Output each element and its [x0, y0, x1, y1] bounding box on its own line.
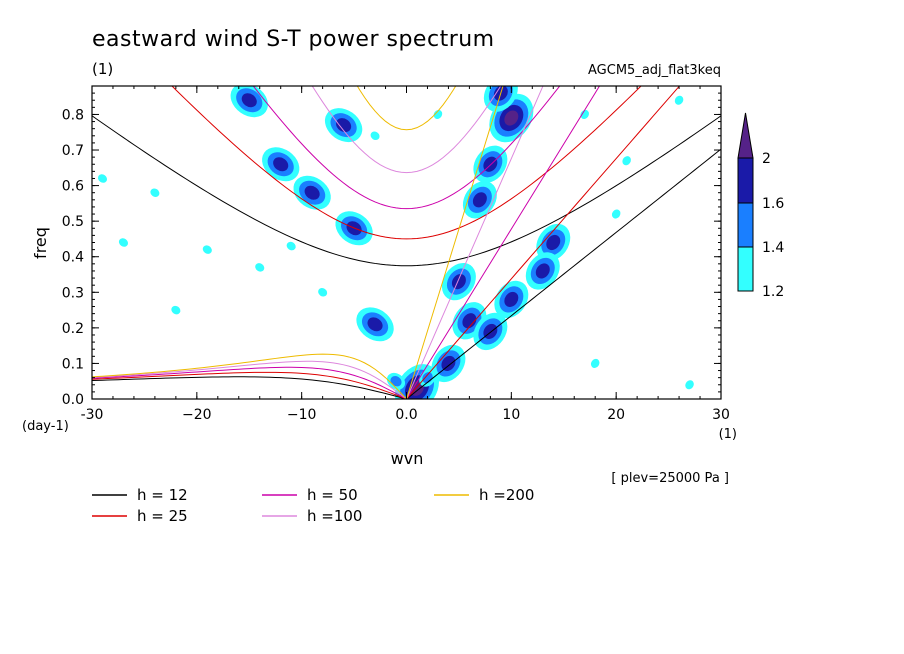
power-blob [273, 157, 289, 172]
colorbar-label: 1.4 [762, 240, 784, 256]
kelvin-curve [406, 86, 681, 399]
plev-note: [ plev=25000 Pa ] [611, 471, 729, 486]
power-blob [580, 109, 589, 119]
kelvin-curve [406, 86, 601, 399]
legend: h = 12 h = 25 h = 50 h =100 h =200 [92, 486, 534, 525]
colorbar-cap [737, 112, 754, 159]
power-blob [286, 241, 296, 251]
power-blob [685, 380, 694, 390]
subtitle-left: (1) [92, 60, 113, 78]
y-tick-label: 0.8 [62, 107, 84, 123]
power-blob [171, 305, 181, 315]
rossby-curve [92, 376, 407, 399]
x-tick-label: 0.0 [395, 407, 417, 423]
rossby-curve [92, 353, 407, 399]
power-blob [318, 288, 328, 297]
power-blob [202, 245, 212, 254]
power-blob [462, 313, 477, 329]
power-blob [255, 263, 265, 272]
power-blob [304, 185, 320, 200]
power-blob [441, 355, 456, 371]
legend-label: h = 50 [307, 486, 358, 504]
power-blob [433, 109, 443, 119]
ig-curve [252, 86, 561, 210]
colorbar-label: 2 [762, 151, 771, 167]
x-tick-label: −10 [287, 407, 317, 423]
ig-curve [171, 86, 642, 240]
x-axis: -30 −20 −10 0.0 10 20 30 [81, 86, 730, 423]
x-tick-label: 10 [502, 407, 520, 423]
power-blob [546, 234, 561, 251]
dispersion-curves [92, 86, 721, 399]
rossby-curve [92, 360, 407, 399]
power-blob [674, 95, 684, 105]
rossby-curve [92, 366, 407, 399]
kelvin-curve [406, 86, 544, 399]
legend-label: h = 12 [137, 486, 188, 504]
power-blob [390, 376, 402, 387]
legend-label: h =200 [479, 486, 534, 504]
legend-label: h =100 [307, 507, 362, 525]
ig-curve [311, 86, 502, 174]
power-blob [590, 358, 600, 368]
y-tick-label: 0.2 [62, 321, 84, 337]
x-axis-label: wvn [391, 449, 424, 468]
subtitle-right: AGCM5_adj_flat3keq [588, 63, 721, 78]
colorbar-swatch [737, 157, 754, 204]
power-blob [241, 93, 257, 108]
power-shading [97, 86, 694, 399]
colorbar-label: 1.2 [762, 284, 784, 300]
y-tick-label: 0.6 [62, 179, 84, 195]
y-axis-label: freq [31, 227, 50, 259]
power-blob [535, 263, 550, 279]
kelvin-curve [406, 86, 504, 399]
y-tick-label: 0.3 [62, 285, 84, 301]
power-blob [367, 317, 383, 332]
power-blob [97, 174, 108, 183]
y-tick-label: 0.7 [62, 143, 84, 159]
kelvin-curve [406, 148, 721, 399]
x-axis-unit: (1) [719, 427, 737, 442]
colorbar-swatch [737, 202, 754, 248]
power-blob [118, 238, 128, 247]
y-axis-unit: (day-1) [22, 419, 69, 434]
x-tick-label: −20 [182, 407, 212, 423]
rossby-curve [92, 371, 407, 399]
power-blob [611, 209, 621, 219]
legend-label: h = 25 [137, 507, 188, 525]
power-blob [370, 131, 380, 141]
chart-title: eastward wind S-T power spectrum [92, 27, 495, 52]
x-tick-label: 20 [607, 407, 625, 423]
x-tick-label: -30 [81, 407, 104, 423]
power-blob [622, 156, 631, 166]
ig-curve [92, 115, 721, 267]
y-tick-label: 0.5 [62, 214, 84, 230]
power-blob [472, 192, 487, 208]
power-blob [504, 291, 519, 307]
colorbar: 1.2 1.4 1.6 2 [737, 112, 784, 300]
y-axis: 0.0 0.1 0.2 0.3 0.4 0.5 0.6 0.7 0.8 [62, 85, 721, 408]
plot-frame [91, 85, 722, 400]
x-tick-label: 30 [712, 407, 730, 423]
colorbar-swatch [737, 246, 754, 292]
ig-curve [356, 86, 457, 131]
power-blob [409, 380, 424, 396]
power-blob [451, 274, 466, 290]
colorbar-label: 1.6 [762, 196, 784, 212]
y-tick-label: 0.1 [62, 356, 84, 372]
power-blob [336, 118, 352, 133]
power-blob [504, 110, 519, 126]
power-blob [150, 188, 160, 197]
y-tick-label: 0.0 [62, 392, 84, 408]
y-tick-label: 0.4 [62, 250, 84, 266]
